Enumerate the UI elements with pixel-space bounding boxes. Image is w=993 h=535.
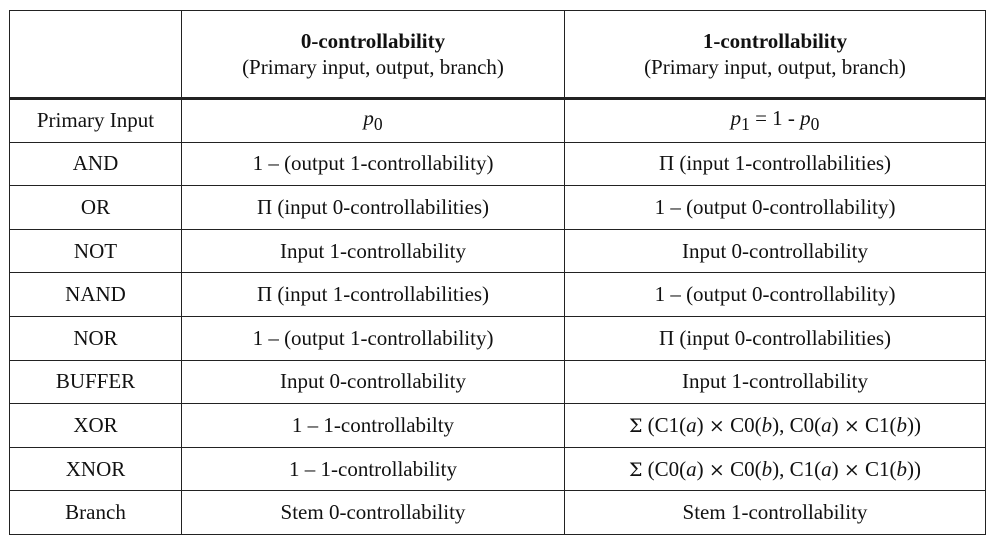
c1-cell: Σ (C0(a) × C0(b), C1(a) × C1(b))	[564, 446, 986, 492]
a-var: a	[686, 456, 697, 481]
c1-cell: Σ (C1(a) × C0(b), C0(a) × C1(b))	[564, 403, 986, 448]
gate-cell: Primary Input	[9, 97, 182, 143]
formula-text: (C1(	[642, 412, 687, 437]
table-row-and: AND 1 – (output 1-controllability) Π (in…	[9, 141, 986, 187]
c1-cell: Input 0-controllability	[564, 228, 986, 274]
gate-cell: XNOR	[9, 446, 182, 492]
b-var: b	[896, 456, 908, 481]
times-symbol: ×	[843, 414, 860, 437]
equation-text: = 1 -	[749, 106, 801, 131]
a-var: a	[686, 412, 697, 437]
c0-cell: p0	[181, 97, 565, 143]
header-1-controllability: 1-controllability (Primary input, output…	[564, 10, 986, 99]
c0-cell: 1 – (output 1-controllability)	[181, 315, 565, 361]
header-corner-cell	[9, 10, 182, 99]
gate-cell: NAND	[9, 272, 182, 317]
formula-text: )	[831, 456, 844, 481]
formula-text: )	[696, 412, 709, 437]
gate-cell: NOT	[9, 228, 182, 274]
table-row-xnor: XNOR 1 – 1-controllability Σ (C0(a) × C0…	[9, 446, 986, 492]
sigma-symbol: Σ	[628, 458, 643, 481]
gate-cell: BUFFER	[9, 359, 182, 405]
p-var: p	[800, 106, 811, 131]
c1-cell: Π (input 1-controllabilities)	[564, 141, 986, 187]
gate-cell: OR	[9, 185, 182, 230]
times-symbol: ×	[843, 458, 860, 481]
table-row-nor: NOR 1 – (output 1-controllability) Π (in…	[9, 315, 986, 361]
c0-cell: 1 – (output 1-controllability)	[181, 141, 565, 187]
p-sub: 0	[810, 114, 820, 135]
header-0-controllability-title: 0-controllability	[300, 29, 446, 53]
header-1-controllability-subtitle: (Primary input, output, branch)	[644, 55, 906, 79]
formula-text: ), C1(	[772, 456, 822, 481]
b-var: b	[761, 456, 773, 481]
header-row: 0-controllability (Primary input, output…	[9, 10, 986, 99]
table-row-buffer: BUFFER Input 0-controllability Input 1-c…	[9, 359, 986, 405]
c0-cell: 1 – 1-controllabilty	[181, 403, 565, 448]
c0-cell: Input 0-controllability	[181, 359, 565, 405]
formula-text: C1(	[859, 456, 897, 481]
formula-text: C0(	[724, 456, 762, 481]
formula-text: ))	[907, 456, 922, 481]
formula-text: (C0(	[642, 456, 687, 481]
controllability-table: 0-controllability (Primary input, output…	[9, 10, 986, 535]
c1-cell: 1 – (output 0-controllability)	[564, 272, 986, 317]
table-row-not: NOT Input 1-controllability Input 0-cont…	[9, 228, 986, 274]
p-sub: 0	[373, 114, 383, 135]
a-var: a	[821, 412, 832, 437]
formula-text: C1(	[859, 412, 897, 437]
formula-text: ))	[907, 412, 922, 437]
header-0-controllability-subtitle: (Primary input, output, branch)	[242, 55, 504, 79]
p-sub: 1	[741, 114, 750, 135]
a-var: a	[821, 456, 832, 481]
header-1-controllability-title: 1-controllability	[702, 29, 848, 53]
p-var: p	[363, 106, 374, 131]
gate-cell: XOR	[9, 403, 182, 448]
p-var: p	[730, 106, 742, 131]
c1-cell: Input 1-controllability	[564, 359, 986, 405]
c1-cell: 1 – (output 0-controllability)	[564, 185, 986, 230]
c0-cell: Stem 0-controllability	[181, 490, 565, 535]
formula-text: C0(	[724, 412, 762, 437]
c1-cell: Π (input 0-controllabilities)	[564, 315, 986, 361]
gate-cell: NOR	[9, 315, 182, 361]
c0-cell: Π (input 1-controllabilities)	[181, 272, 565, 317]
b-var: b	[761, 412, 773, 437]
sigma-symbol: Σ	[628, 414, 643, 437]
c1-cell: p1 = 1 - p0	[564, 97, 986, 143]
times-symbol: ×	[708, 414, 725, 437]
times-symbol: ×	[708, 458, 725, 481]
table-row-or: OR Π (input 0-controllabilities) 1 – (ou…	[9, 185, 986, 230]
c1-cell: Stem 1-controllability	[564, 490, 986, 535]
c0-cell: 1 – 1-controllability	[181, 446, 565, 492]
table-row-branch: Branch Stem 0-controllability Stem 1-con…	[9, 490, 986, 535]
c0-cell: Input 1-controllability	[181, 228, 565, 274]
table-row-xor: XOR 1 – 1-controllabilty Σ (C1(a) × C0(b…	[9, 403, 986, 448]
b-var: b	[896, 412, 908, 437]
gate-cell: Branch	[9, 490, 182, 535]
header-0-controllability: 0-controllability (Primary input, output…	[181, 10, 565, 99]
gate-cell: AND	[9, 141, 182, 187]
formula-text: )	[831, 412, 844, 437]
formula-text: )	[696, 456, 709, 481]
c0-cell: Π (input 0-controllabilities)	[181, 185, 565, 230]
table-row-primary-input: Primary Input p0 p1 = 1 - p0	[9, 97, 986, 143]
formula-text: ), C0(	[772, 412, 822, 437]
table-row-nand: NAND Π (input 1-controllabilities) 1 – (…	[9, 272, 986, 317]
